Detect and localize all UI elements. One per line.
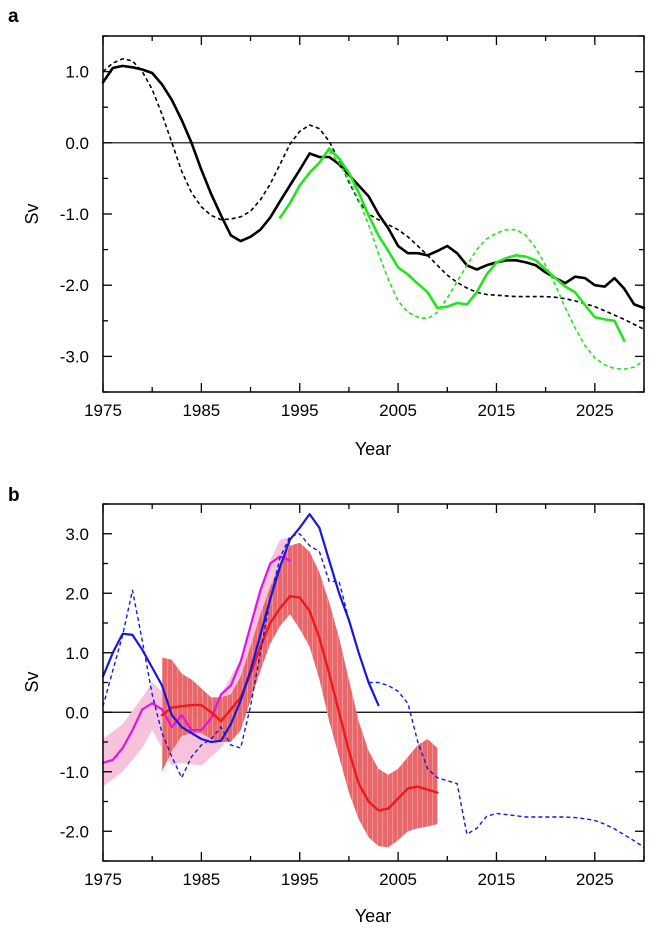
plot-frame-a [102, 35, 645, 393]
y-tick-label-a: 1.0 [65, 63, 89, 82]
panel-a-label: a [8, 6, 19, 27]
x-tick-label-b: 2015 [478, 870, 516, 889]
x-axis-label-b: Year [355, 906, 391, 926]
y-axis-label-b: Sv [22, 671, 42, 692]
uncertainty-band-b-0 [103, 536, 290, 787]
series-line-a-2 [278, 147, 626, 343]
x-tick-label-b: 1995 [281, 870, 319, 889]
series-line-a-3 [328, 150, 645, 371]
x-tick-label-a: 1995 [281, 401, 319, 420]
x-tick-label-a: 2025 [576, 401, 614, 420]
x-tick-label-b: 1975 [84, 870, 122, 889]
series-line-b-0 [101, 555, 291, 764]
x-tick-label-b: 2005 [379, 870, 417, 889]
x-tick-label-a: 1985 [182, 401, 220, 420]
y-tick-label-a: 0.0 [65, 134, 89, 153]
y-tick-label-b: 2.0 [65, 584, 89, 603]
series-line-b-3 [102, 533, 645, 848]
y-tick-label-a: -2.0 [60, 276, 89, 295]
panel-a: a 1975 1985 1995 2005 2015 2025 1.0 0.0 -1.0 -2.0… [8, 6, 646, 459]
x-tick-label-b: 1985 [182, 870, 220, 889]
x-tick-label-a: 1975 [84, 401, 122, 420]
y-tick-label-b: 1.0 [65, 644, 89, 663]
y-tick-label-b: 3.0 [65, 525, 89, 544]
series-line-b-1 [160, 595, 439, 812]
series-line-a-1 [102, 57, 645, 331]
x-axis-label-a: Year [355, 439, 391, 459]
y-tick-label-a: -3.0 [60, 347, 89, 366]
y-tick-label-b: -2.0 [60, 822, 89, 841]
series-line-a-0 [101, 64, 646, 310]
y-axis-label-a: Sv [22, 203, 42, 224]
panel-b-label: b [8, 485, 20, 506]
panel-b: b 1975 1985 1995 2005 2015 2025 3.0 2.0 1.0 0.0 -1… [8, 485, 645, 926]
x-tick-label-b: 2025 [576, 870, 614, 889]
y-tick-label-b: -1.0 [60, 763, 89, 782]
series-line-b-2 [101, 512, 380, 744]
y-tick-label-a: -1.0 [60, 205, 89, 224]
x-tick-label-a: 2015 [478, 401, 516, 420]
x-tick-label-a: 2005 [379, 401, 417, 420]
y-tick-label-b: 0.0 [65, 703, 89, 722]
band-hatch-b-1 [162, 542, 438, 848]
